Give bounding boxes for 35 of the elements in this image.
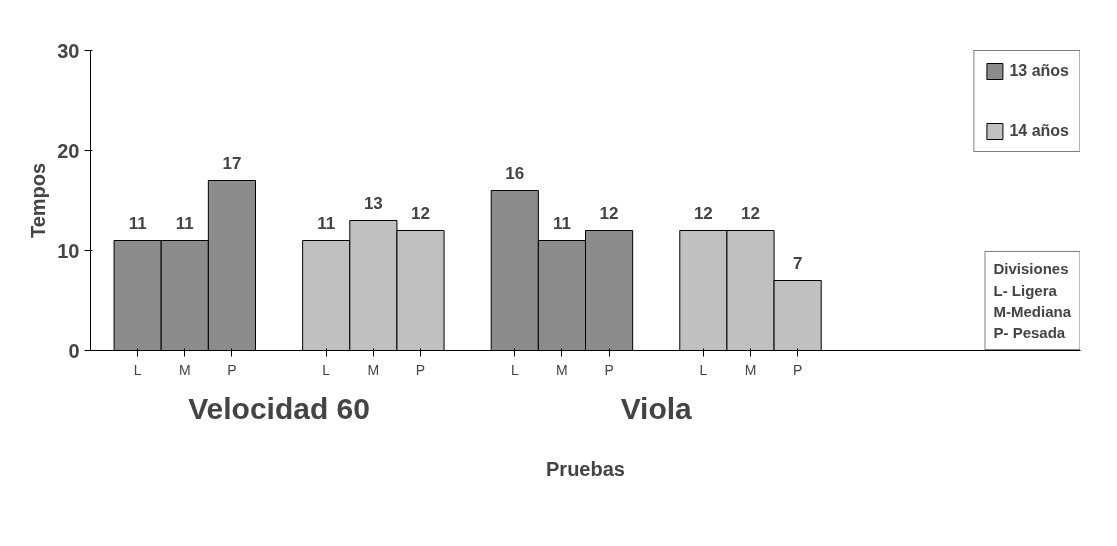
data-label: 17 [222,153,242,173]
text: Velocidad 60 [188,391,370,425]
x-tick-label: P [227,361,237,378]
x-tick-label: P [792,361,803,378]
data-label: 12 [411,203,430,223]
x-tick-label: L [133,361,142,378]
data-label: 12 [741,203,760,223]
y-tick-label: 10 [57,239,80,262]
y-tick-label: 20 [57,139,80,162]
x-tick-label: M [744,361,757,378]
data-label: 11 [317,213,336,233]
legend-label: 14 años [1009,122,1069,140]
x-tick-label: M [178,361,191,378]
x-tick-label: P [604,361,614,378]
data-label: 11 [128,213,147,233]
y-axis-title: Tempos [27,162,50,239]
data-label: 13 [363,193,383,213]
legend-label: 13 años [1009,62,1069,80]
text: Viola [620,391,693,425]
y-tick-label: 30 [57,39,80,62]
data-label: 12 [599,203,619,223]
x-tick-label: M [367,361,380,378]
data-label: 12 [693,203,713,223]
x-tick-label: L [510,361,519,378]
text: Divisiones L- Ligera M-Mediana P- Pesada [993,260,1071,341]
y-tick-label: 0 [68,339,80,362]
data-label: 7 [792,253,803,273]
x-tick-label: L [322,361,331,378]
x-tick-label: M [556,361,568,378]
data-label: 11 [552,213,571,233]
x-tick-label: L [699,361,708,378]
x-tick-label: P [415,361,426,378]
x-axis-title: Pruebas [546,457,625,480]
data-label: 11 [175,213,194,233]
data-label: 16 [505,163,525,183]
